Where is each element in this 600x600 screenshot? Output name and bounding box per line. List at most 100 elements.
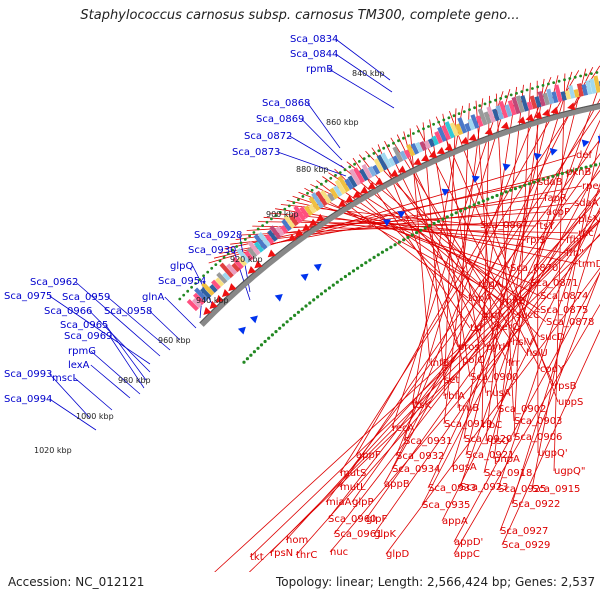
feature-block bbox=[495, 105, 504, 120]
tick-dot bbox=[531, 87, 534, 90]
feature-block bbox=[281, 219, 292, 232]
reverse-gene-label: Sca_0934 bbox=[392, 464, 440, 475]
reverse-gene-arrow bbox=[302, 223, 311, 232]
reverse-gene-label: mutS bbox=[340, 468, 366, 479]
forward-gene-arrow bbox=[441, 188, 450, 197]
reverse-gene-label: tkt bbox=[250, 552, 264, 563]
tick-dots bbox=[178, 71, 600, 364]
feature-block bbox=[247, 241, 261, 256]
reverse-gene-label: Sca_0931 bbox=[404, 436, 452, 447]
tick-dot bbox=[488, 100, 492, 104]
tick-dot bbox=[281, 323, 285, 327]
reverse-gene-arrow bbox=[525, 113, 534, 122]
tick-dot bbox=[245, 357, 249, 361]
tick-dot bbox=[327, 286, 331, 290]
tick-dot bbox=[194, 282, 198, 285]
tick-dot bbox=[419, 228, 423, 232]
reverse-gene-arrow bbox=[567, 102, 576, 111]
reverse-label-leader bbox=[485, 84, 524, 442]
reverse-gene-label: plsX bbox=[578, 214, 599, 225]
reverse-label-leader bbox=[205, 218, 600, 581]
tick-dot bbox=[552, 81, 556, 84]
forward-label-leader bbox=[49, 295, 151, 365]
tick-dot bbox=[356, 266, 360, 270]
tick-dot bbox=[235, 245, 239, 248]
feature-block bbox=[399, 150, 408, 161]
tick-dot bbox=[473, 106, 476, 110]
tick-dot bbox=[304, 304, 308, 308]
tick-dot bbox=[574, 168, 579, 172]
reverse-gene-label: hslU bbox=[526, 348, 548, 359]
tick-dot bbox=[261, 224, 264, 228]
reverse-label-leader bbox=[310, 183, 541, 297]
reverse-gene-arrow bbox=[517, 116, 526, 124]
reverse-gene-arrow bbox=[390, 169, 399, 177]
tick-dot bbox=[563, 78, 566, 82]
reverse-gene-label: infB bbox=[430, 358, 450, 369]
feature-block bbox=[222, 272, 231, 282]
reverse-gene-label: rnc bbox=[578, 228, 594, 239]
reverse-gene-arrow bbox=[228, 283, 237, 292]
reverse-label-leader bbox=[327, 169, 600, 520]
feature-block bbox=[308, 203, 317, 214]
feature-block bbox=[486, 106, 496, 123]
reverse-gene-arrow bbox=[267, 249, 276, 258]
tick-dot bbox=[437, 120, 441, 124]
reverse-label-leader bbox=[385, 267, 600, 555]
tick-dot bbox=[315, 185, 319, 189]
reverse-gene-label: set bbox=[444, 375, 459, 386]
forward-gene-label: Sca_0959 bbox=[62, 292, 110, 303]
reverse-gene-label: Sca_0900 bbox=[470, 372, 518, 383]
reverse-gene-label: pknB bbox=[566, 167, 591, 178]
reverse-label-leader bbox=[351, 153, 600, 503]
forward-gene-label: Sca_0975 bbox=[4, 291, 52, 302]
tick-dot bbox=[504, 190, 508, 194]
feature-block bbox=[253, 233, 268, 250]
tick-dot bbox=[248, 234, 252, 238]
tick-dot bbox=[406, 235, 410, 239]
feature-block bbox=[267, 229, 278, 242]
feature-block bbox=[334, 179, 347, 195]
feature-block bbox=[209, 284, 218, 293]
reverse-gene-label: sucC bbox=[516, 310, 540, 321]
reverse-label-leader bbox=[463, 86, 518, 440]
feature-block bbox=[275, 225, 285, 237]
tick-dot bbox=[452, 114, 456, 118]
reverse-gene-arrow bbox=[345, 195, 354, 203]
reverse-gene-label: ffh" bbox=[566, 248, 584, 259]
tick-dot bbox=[478, 104, 482, 108]
reverse-gene-arrow bbox=[367, 181, 376, 190]
tick-dot bbox=[459, 209, 463, 213]
feature-block bbox=[353, 167, 365, 184]
forward-gene-label: Sca_0868 bbox=[262, 98, 310, 109]
footer-bar: Accession: NC_012121 Topology: linear; L… bbox=[0, 572, 600, 600]
tick-dot bbox=[338, 171, 342, 175]
reverse-gene-arrow bbox=[484, 127, 494, 135]
feature-block bbox=[483, 111, 492, 125]
reverse-gene-arrow bbox=[309, 218, 318, 227]
forward-label-leader bbox=[164, 296, 197, 329]
reverse-gene-label: Sca_0870 bbox=[510, 263, 558, 274]
reverse-gene-label: rpsN bbox=[270, 548, 293, 559]
forward-gene-label: glpQ bbox=[170, 261, 193, 272]
reverse-label-leader bbox=[531, 133, 600, 490]
reverse-gene-label: Sca_0874 bbox=[540, 291, 588, 302]
reverse-label-leader bbox=[329, 233, 600, 553]
reverse-gene-label: tsf bbox=[470, 323, 483, 334]
reverse-gene-label: Sca_0921 bbox=[466, 450, 514, 461]
reverse-gene-label: appB bbox=[384, 479, 410, 490]
tick-dot bbox=[573, 75, 577, 79]
reverse-label-leader bbox=[457, 103, 470, 409]
feature-block bbox=[492, 108, 500, 122]
tick-dot bbox=[490, 195, 494, 199]
reverse-gene-labels: def pknB rpe sdaB sdaA fapR plsX acpP rnc ftsY rpl… bbox=[206, 150, 600, 589]
forward-gene-label: rpmG bbox=[68, 346, 96, 357]
feature-blocks bbox=[186, 75, 600, 312]
reverse-gene-arrow bbox=[421, 154, 430, 162]
feature-block bbox=[573, 89, 580, 98]
reverse-label-leader bbox=[325, 138, 600, 503]
reverse-gene-arrow bbox=[316, 213, 325, 222]
reverse-gene-label: mutL bbox=[340, 482, 366, 493]
feature-block bbox=[526, 101, 534, 111]
reverse-label-leader bbox=[453, 303, 600, 555]
